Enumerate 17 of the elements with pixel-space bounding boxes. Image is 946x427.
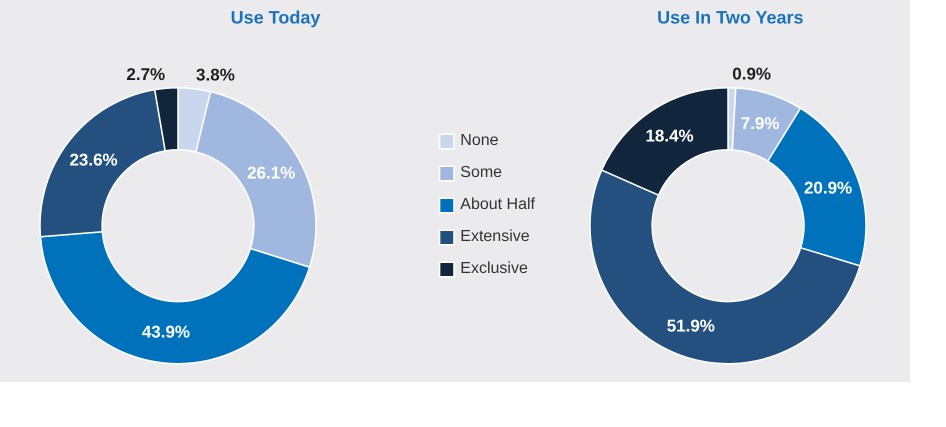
data-label: 7.9% [740, 114, 780, 134]
legend-label: Exclusive [460, 260, 528, 278]
legend-label: Extensive [460, 228, 530, 246]
data-label: 18.4% [645, 126, 694, 146]
legend-label: Some [460, 164, 502, 182]
data-label: 3.8% [196, 65, 235, 84]
data-label: 26.1% [247, 164, 296, 183]
data-label: 2.7% [126, 64, 166, 84]
legend-label: About Half [460, 196, 535, 214]
data-label: 51.9% [666, 316, 715, 336]
chart-title: Use Today [230, 8, 320, 28]
data-label: 23.6% [69, 150, 118, 170]
legend-label: None [460, 132, 499, 150]
chart-title: Use In Two Years [657, 8, 804, 28]
data-label: 43.9% [142, 322, 190, 342]
data-label: 0.9% [732, 64, 772, 84]
data-label: 20.9% [804, 178, 852, 198]
